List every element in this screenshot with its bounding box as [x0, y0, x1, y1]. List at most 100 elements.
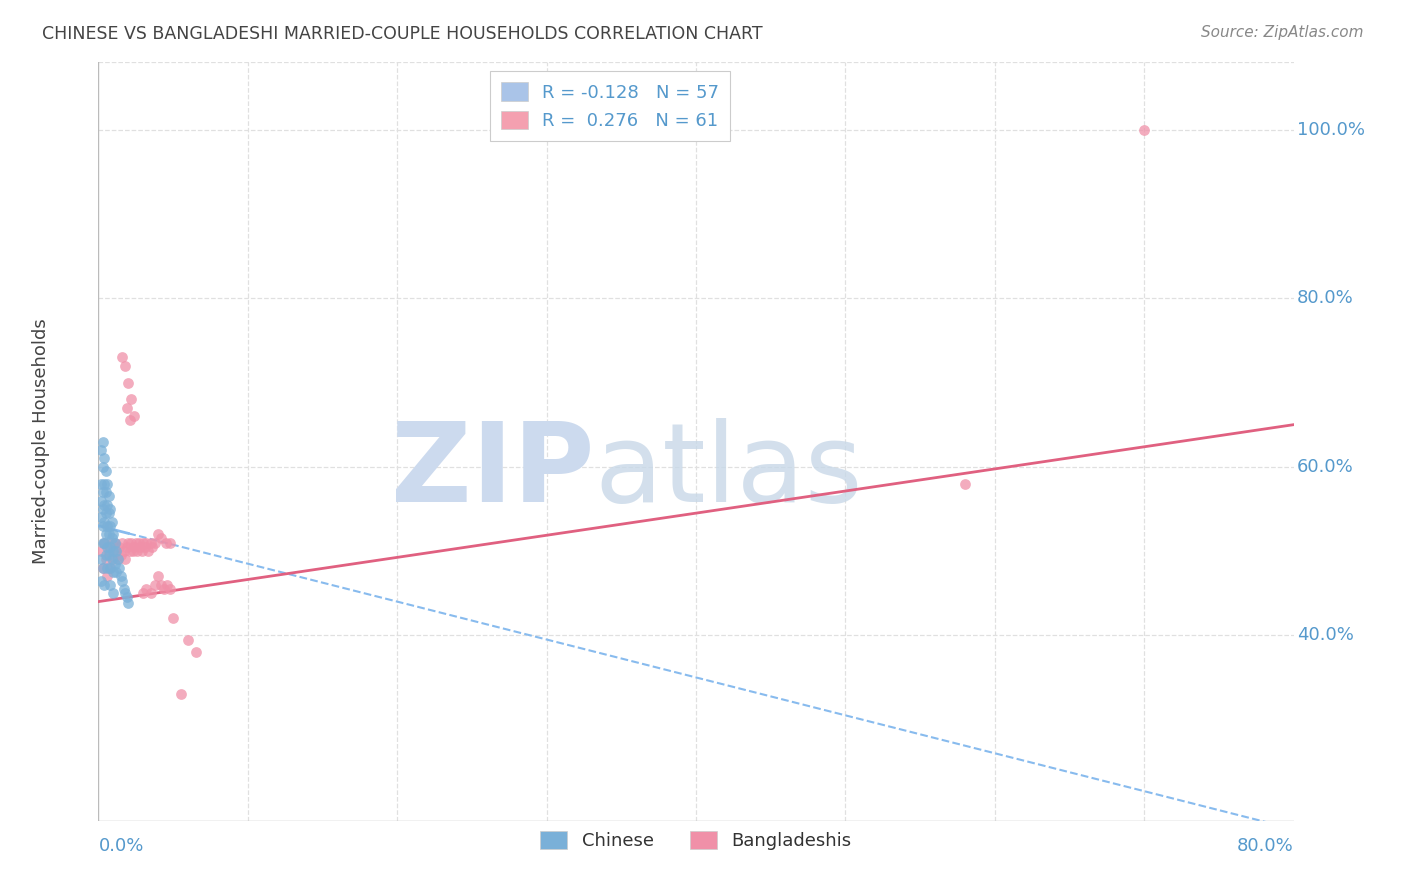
Point [91, 485, 114, 500]
Point [101, 515, 124, 529]
Point [184, 645, 207, 659]
Point [118, 413, 141, 427]
Point [93, 535, 115, 549]
Point [148, 569, 170, 583]
Point [96, 569, 118, 583]
Point [132, 586, 155, 600]
Point [110, 569, 132, 583]
Point [94, 548, 117, 563]
Text: 40.0%: 40.0% [1298, 626, 1354, 644]
Point [131, 544, 153, 558]
Point [110, 548, 132, 563]
Point [143, 535, 166, 549]
Point [159, 535, 181, 549]
Point [101, 535, 124, 549]
Point [97, 544, 120, 558]
Text: Married-couple Households: Married-couple Households [32, 318, 51, 565]
Point [104, 535, 127, 549]
Text: 80.0%: 80.0% [1298, 289, 1354, 308]
Point [90, 476, 112, 491]
Point [91, 518, 114, 533]
Point [125, 535, 148, 549]
Text: 60.0%: 60.0% [1298, 458, 1354, 475]
Point [111, 351, 134, 365]
Point [96, 518, 118, 533]
Point [94, 527, 117, 541]
Point [98, 518, 122, 533]
Point [1133, 123, 1156, 137]
Point [112, 582, 135, 596]
Point [117, 535, 139, 549]
Point [108, 540, 131, 554]
Text: ZIP: ZIP [391, 418, 595, 525]
Point [120, 392, 142, 407]
Point [150, 532, 173, 546]
Point [96, 561, 118, 575]
Point [135, 582, 157, 596]
Point [91, 561, 114, 575]
Text: 80.0%: 80.0% [1237, 838, 1294, 855]
Point [94, 485, 117, 500]
Point [90, 510, 112, 524]
Point [129, 540, 152, 554]
Point [97, 489, 120, 503]
Point [159, 582, 181, 596]
Point [103, 552, 125, 566]
Point [97, 506, 120, 520]
Point [111, 574, 134, 588]
Point [115, 540, 138, 554]
Point [103, 565, 125, 579]
Point [114, 359, 136, 373]
Point [117, 376, 139, 390]
Point [114, 552, 136, 566]
Point [132, 535, 155, 549]
Legend: Chinese, Bangladeshis: Chinese, Bangladeshis [530, 820, 862, 861]
Point [156, 578, 179, 592]
Point [105, 565, 128, 579]
Point [107, 552, 129, 566]
Point [105, 544, 128, 558]
Point [93, 451, 115, 466]
Point [148, 527, 170, 541]
Point [91, 434, 114, 449]
Text: 100.0%: 100.0% [1298, 120, 1365, 139]
Point [98, 502, 122, 516]
Point [118, 544, 141, 558]
Point [141, 540, 163, 554]
Point [135, 535, 157, 549]
Point [94, 506, 117, 520]
Point [90, 574, 112, 588]
Point [93, 535, 115, 549]
Point [127, 544, 149, 558]
Point [162, 611, 184, 625]
Point [105, 544, 128, 558]
Point [169, 687, 191, 701]
Point [91, 459, 114, 474]
Point [97, 548, 120, 563]
Point [124, 540, 146, 554]
Point [153, 582, 176, 596]
Point [90, 442, 112, 457]
Point [134, 540, 156, 554]
Point [103, 527, 125, 541]
Point [139, 586, 162, 600]
Point [117, 596, 139, 610]
Point [101, 552, 124, 566]
Text: Source: ZipAtlas.com: Source: ZipAtlas.com [1201, 25, 1364, 40]
Point [96, 540, 118, 554]
Point [97, 527, 120, 541]
Point [107, 552, 129, 566]
Point [124, 409, 146, 424]
Point [114, 586, 136, 600]
Point [128, 535, 150, 549]
Point [91, 535, 114, 549]
Point [98, 578, 122, 592]
Point [98, 561, 122, 575]
Point [115, 401, 138, 415]
Point [143, 578, 166, 592]
Point [139, 535, 162, 549]
Point [108, 561, 131, 575]
Point [155, 535, 177, 549]
Point [150, 578, 173, 592]
Point [103, 544, 125, 558]
